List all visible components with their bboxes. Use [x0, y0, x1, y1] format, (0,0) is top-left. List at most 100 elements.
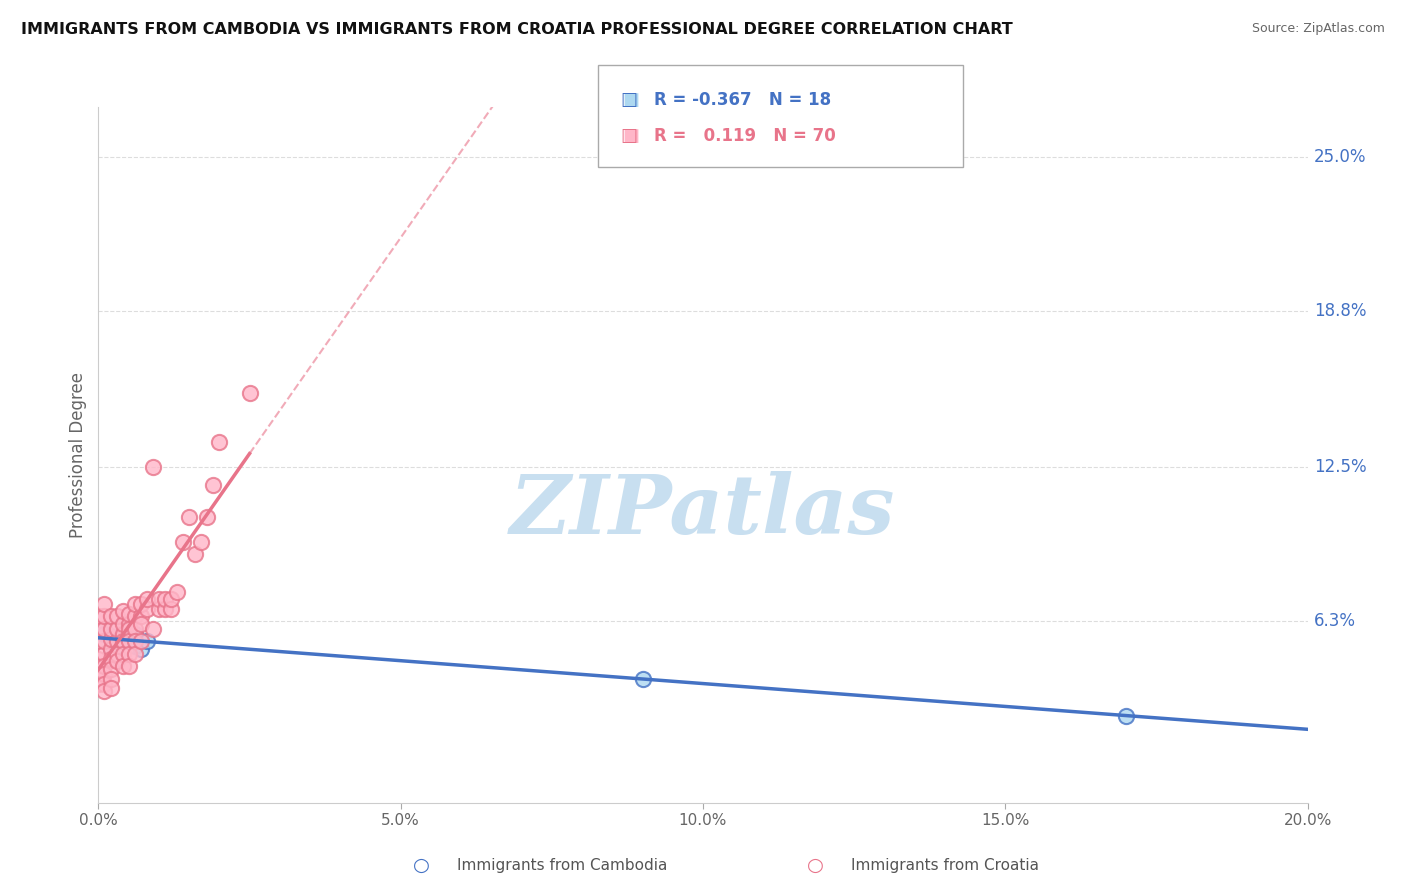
Point: [111, 634, 134, 648]
Point: [111, 616, 134, 631]
Point: [111, 616, 134, 631]
Point: [111, 659, 134, 673]
Point: [111, 605, 134, 619]
Point: [148, 602, 170, 616]
Point: [124, 647, 146, 661]
Point: [118, 634, 141, 648]
Point: [129, 597, 152, 611]
Point: [105, 654, 128, 668]
Point: [177, 510, 201, 524]
Point: [105, 647, 128, 661]
Point: [124, 627, 146, 641]
Point: [100, 629, 122, 643]
Point: [100, 681, 122, 696]
Point: [1115, 708, 1137, 723]
Point: [100, 672, 122, 686]
Point: [142, 622, 165, 636]
Point: [153, 592, 176, 607]
Text: ZIPatlas: ZIPatlas: [510, 471, 896, 550]
Point: [124, 622, 146, 636]
Point: [105, 651, 128, 665]
Point: [111, 634, 134, 648]
Point: [129, 609, 152, 624]
Point: [105, 639, 128, 653]
Point: [148, 592, 170, 607]
Point: [118, 659, 141, 673]
Point: [93, 622, 115, 636]
Point: [93, 627, 115, 641]
Point: [118, 607, 141, 621]
Point: [135, 602, 157, 616]
Point: [160, 602, 183, 616]
Text: ■: ■: [623, 91, 640, 109]
Point: [87, 651, 110, 665]
Point: [111, 627, 134, 641]
Point: [100, 609, 122, 624]
Text: Immigrants from Cambodia: Immigrants from Cambodia: [457, 858, 668, 872]
Point: [100, 641, 122, 656]
Point: [166, 584, 188, 599]
Point: [118, 634, 141, 648]
Point: [184, 547, 207, 561]
Point: [87, 659, 110, 673]
Point: [93, 666, 115, 681]
Point: [93, 647, 115, 661]
Point: [100, 622, 122, 636]
Text: R = -0.367   N = 18: R = -0.367 N = 18: [654, 91, 831, 109]
Point: [93, 684, 115, 698]
Point: [87, 634, 110, 648]
Point: [124, 639, 146, 653]
Point: [142, 460, 165, 475]
Point: [124, 609, 146, 624]
Point: [208, 435, 231, 450]
Text: Source: ZipAtlas.com: Source: ZipAtlas.com: [1251, 22, 1385, 36]
Text: ■: ■: [623, 127, 640, 145]
Point: [118, 622, 141, 636]
Point: [111, 647, 134, 661]
Text: ○: ○: [807, 855, 824, 875]
Point: [93, 597, 115, 611]
Text: R =   0.119   N = 70: R = 0.119 N = 70: [654, 127, 835, 145]
Text: □: □: [620, 91, 637, 109]
Point: [105, 634, 128, 648]
Point: [190, 534, 212, 549]
Text: IMMIGRANTS FROM CAMBODIA VS IMMIGRANTS FROM CROATIA PROFESSIONAL DEGREE CORRELAT: IMMIGRANTS FROM CAMBODIA VS IMMIGRANTS F…: [21, 22, 1012, 37]
Point: [93, 676, 115, 690]
Point: [153, 602, 176, 616]
Y-axis label: Professional Degree: Professional Degree: [69, 372, 87, 538]
Point: [118, 616, 141, 631]
Point: [93, 634, 115, 648]
Point: [129, 641, 152, 656]
Point: [135, 592, 157, 607]
Text: ○: ○: [413, 855, 430, 875]
Point: [118, 622, 141, 636]
Point: [87, 672, 110, 686]
Point: [100, 662, 122, 676]
Text: Immigrants from Croatia: Immigrants from Croatia: [851, 858, 1039, 872]
Point: [87, 609, 110, 624]
Point: [202, 477, 225, 491]
Point: [105, 609, 128, 624]
Point: [111, 627, 134, 641]
Point: [160, 592, 183, 607]
Text: □: □: [620, 127, 637, 145]
Point: [87, 676, 110, 690]
Text: 12.5%: 12.5%: [1313, 458, 1367, 476]
Point: [100, 651, 122, 665]
Text: 25.0%: 25.0%: [1313, 148, 1367, 166]
Point: [105, 622, 128, 636]
Point: [135, 634, 157, 648]
Point: [124, 597, 146, 611]
Text: 6.3%: 6.3%: [1313, 613, 1355, 631]
Point: [118, 647, 141, 661]
Point: [93, 659, 115, 673]
Text: 18.8%: 18.8%: [1313, 301, 1367, 320]
Point: [93, 622, 115, 636]
Point: [100, 641, 122, 656]
Point: [87, 666, 110, 681]
Point: [239, 385, 262, 400]
Point: [87, 622, 110, 636]
Point: [195, 510, 218, 524]
Point: [631, 672, 654, 686]
Point: [172, 534, 194, 549]
